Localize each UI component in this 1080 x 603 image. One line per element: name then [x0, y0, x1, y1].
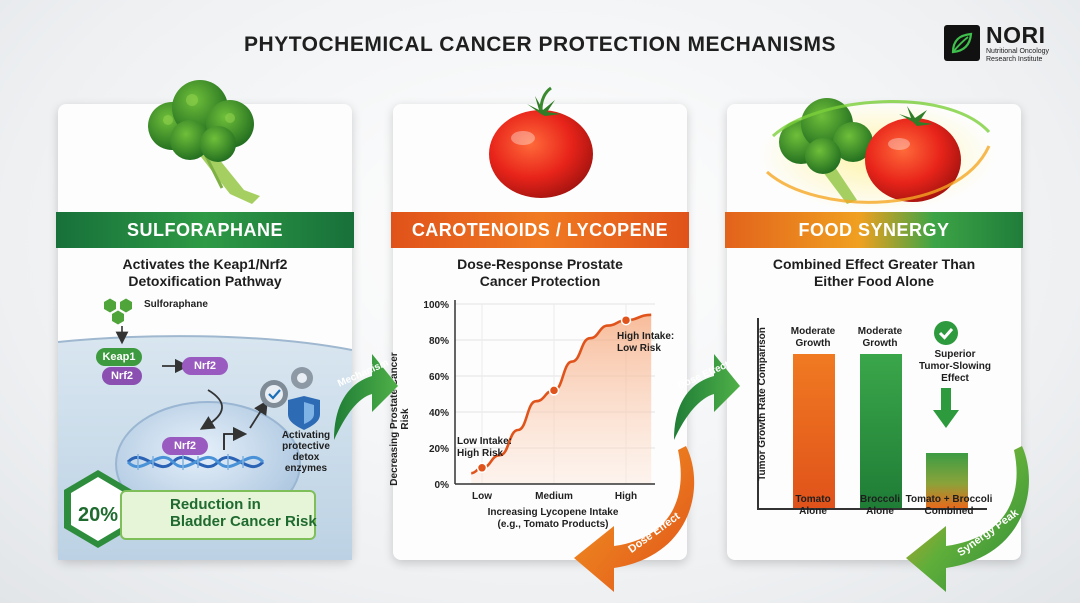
bar-label-combined-line1: Superior: [934, 349, 976, 360]
data-point: [548, 385, 560, 396]
food-synergy-subtitle-line2: Either Food Alone: [813, 273, 935, 289]
risk-area: [471, 314, 652, 484]
gear-check-icon: [260, 380, 288, 408]
bar-label-combined-line2: Tumor-Slowing: [918, 361, 992, 372]
sulforaphane-panel: SULFORAPHANE Activates the Keap1/Nrf2 De…: [56, 80, 354, 560]
nrf2-free-pill: Nrf2: [182, 357, 228, 375]
bar-combined: [926, 452, 968, 508]
data-point: [476, 462, 488, 474]
dose-effect-arrow-icon: [674, 354, 740, 440]
bar-label-tomato-line1: Moderate: [790, 326, 836, 337]
lycopene-panel: CAROTENOIDS / LYCOPENE Dose-Response Pro…: [389, 86, 689, 560]
lycopene-subtitle-line2: Cancer Protection: [479, 273, 601, 289]
enzymes-line4: enzymes: [284, 463, 328, 474]
mechanism-arrow-icon: [334, 354, 398, 440]
sulforaphane-subtitle: Activates the Keap1/Nrf2 Detoxification …: [58, 256, 352, 290]
x-tick-medium: Medium: [535, 491, 573, 502]
synergy-peak-arrow-icon: [906, 446, 1029, 592]
annotation-low-line1: Low Intake:: [457, 436, 513, 447]
bar-broccoli: [860, 354, 902, 508]
nori-logo: NORI Nutritional Oncology Research Insti…: [944, 22, 1074, 66]
x-tick-low: Low: [472, 491, 492, 502]
enzymes-line1: Activating: [281, 430, 331, 441]
lycopene-x-axis-label: Increasing Lycopene Intake (e.g., Tomato…: [463, 507, 643, 531]
x-category-broccoli-line1: Broccoli: [859, 494, 900, 505]
food-synergy-subtitle-line1: Combined Effect Greater Than: [772, 256, 976, 272]
logo-subtitle-line1: Nutritional Oncology: [986, 48, 1050, 55]
y-tick: 100%: [423, 300, 449, 311]
lycopene-banner: CAROTENOIDS / LYCOPENE: [391, 212, 689, 248]
enzymes-line3: detox: [292, 452, 320, 463]
gear-icon: [291, 367, 313, 389]
dose-effect-curved-arrow-icon: [574, 446, 695, 592]
enzymes-line2: protective: [282, 441, 330, 452]
food-synergy-panel: FOOD SYNERGY Combined Effect Greater Tha…: [725, 98, 1023, 560]
nrf2-bound-pill: Nrf2: [102, 367, 142, 385]
synergy-y-axis-label: Tumor Growth Rate Comparison: [757, 327, 768, 481]
sulforaphane-banner: SULFORAPHANE: [56, 212, 354, 248]
stat-value: 20%: [77, 504, 119, 526]
lycopene-subtitle-line1: Dose-Response Prostate: [457, 256, 623, 272]
x-category-combined: Tomato + Broccoli Combined: [899, 494, 999, 518]
enzymes-caption: Activating protective detox enzymes: [272, 430, 340, 474]
y-axis-line: [757, 318, 759, 508]
x-axis-line: [757, 508, 987, 510]
bar-label-combined-line3: Effect: [941, 373, 969, 384]
dose-response-chart: [454, 300, 655, 485]
annotation-high-line1: High Intake:: [617, 331, 675, 342]
annotation-low-line2: High Risk: [457, 448, 504, 459]
x-category-tomato-line1: Tomato: [795, 494, 831, 505]
stat-text: Reduction in Bladder Cancer Risk: [170, 496, 317, 530]
broccoli-tomato-icon: [759, 98, 995, 212]
broccoli-icon: [148, 80, 260, 204]
x-category-broccoli-line2: Alone: [866, 506, 894, 517]
y-tick: 20%: [428, 444, 449, 455]
x-category-combined-line2: Combined: [924, 506, 974, 517]
bar-label-tomato: Moderate Growth: [776, 326, 850, 350]
bar-tomato: [793, 354, 835, 508]
food-synergy-banner: FOOD SYNERGY: [725, 212, 1023, 248]
leaf-logo-icon: [944, 25, 980, 61]
down-arrow-icon: [933, 388, 959, 428]
stat-line2: Bladder Cancer Risk: [170, 513, 317, 530]
nrf2-nucleus-pill: Nrf2: [162, 437, 208, 455]
y-tick: 40%: [428, 408, 449, 419]
tomato-icon: [489, 86, 593, 198]
check-circle-icon: [934, 321, 958, 345]
annotation-high-intake: High Intake: Low Risk: [617, 331, 674, 355]
y-tick: 60%: [428, 372, 449, 383]
food-synergy-subtitle: Combined Effect Greater Than Either Food…: [727, 256, 1021, 290]
x-tick-high: High: [614, 491, 638, 502]
bar-label-broccoli: Moderate Growth: [843, 326, 917, 350]
annotation-low-intake: Low Intake: High Risk: [457, 436, 512, 460]
bar-label-broccoli-line1: Moderate: [857, 326, 903, 337]
x-axis-label-line2: (e.g., Tomato Products): [497, 519, 609, 530]
x-category-tomato: Tomato Alone: [773, 494, 853, 518]
bar-label-broccoli-line2: Growth: [862, 338, 898, 349]
sulforaphane-subtitle-line1: Activates the Keap1/Nrf2: [122, 256, 288, 272]
shield-icon: [288, 396, 320, 430]
x-category-combined-line1: Tomato + Broccoli: [905, 494, 993, 505]
y-tick: 0%: [434, 480, 449, 491]
x-category-tomato-line2: Alone: [799, 506, 827, 517]
annotation-high-line2: Low Risk: [617, 343, 661, 354]
y-tick: 80%: [428, 336, 449, 347]
logo-subtitle: Nutritional Oncology Research Institute: [986, 48, 1076, 64]
logo-subtitle-line2: Research Institute: [986, 56, 1043, 63]
x-category-broccoli: Broccoli Alone: [840, 494, 920, 518]
logo-name: NORI: [986, 22, 1046, 48]
stat-line1: Reduction in: [170, 496, 261, 513]
bar-label-tomato-line2: Growth: [795, 338, 831, 349]
data-point: [620, 314, 632, 326]
bar-label-combined: Superior Tumor-Slowing Effect: [909, 349, 1001, 385]
keap1-pill: Keap1: [96, 348, 142, 366]
lycopene-subtitle: Dose-Response Prostate Cancer Protection: [393, 256, 687, 290]
x-axis-label-line1: Increasing Lycopene Intake: [487, 507, 619, 518]
page-title: PHYTOCHEMICAL CANCER PROTECTION MECHANIS…: [244, 33, 836, 56]
sulforaphane-label: Sulforaphane: [144, 299, 208, 310]
stat-box: [120, 490, 316, 540]
sulforaphane-subtitle-line2: Detoxification Pathway: [128, 273, 282, 289]
